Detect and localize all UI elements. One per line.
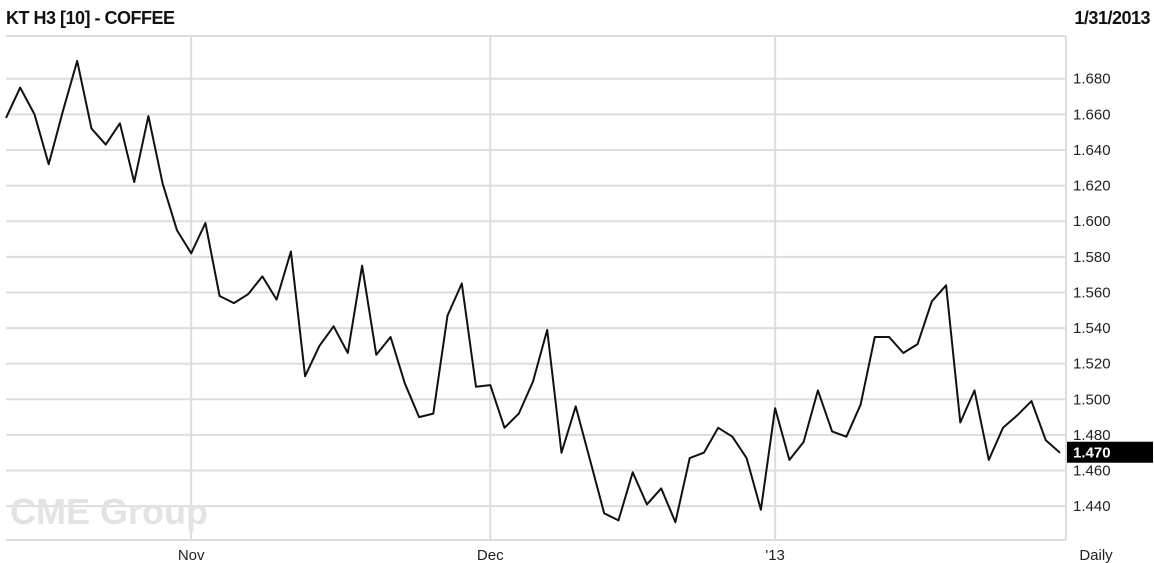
y-tick-label: 1.500 <box>1073 391 1111 408</box>
last-value-box <box>1067 441 1153 463</box>
x-tick-label: '13 <box>765 547 785 563</box>
price-line <box>5 59 1061 524</box>
y-tick-label: 1.640 <box>1073 142 1111 159</box>
x-tick-label: Nov <box>178 547 205 563</box>
y-axis: 1.440 1.460 1.480 1.500 1.520 1.540 1.560 1.580… <box>1073 71 1111 515</box>
y-tick-label: 1.440 <box>1073 498 1111 515</box>
last-value-label: 1.470 <box>1073 445 1111 462</box>
y-tick-label: 1.540 <box>1073 320 1111 337</box>
y-tick-label: 1.520 <box>1073 356 1111 373</box>
price-series <box>5 59 1061 524</box>
watermark-logo: CME Group <box>10 491 208 532</box>
last-value-marker: 1.470 <box>1067 441 1153 463</box>
chart-date: 1/31/2013 <box>1074 8 1150 28</box>
y-tick-label: 1.560 <box>1073 284 1111 301</box>
grid-lines <box>6 35 1067 541</box>
x-tick-label: Dec <box>477 547 504 563</box>
y-tick-label: 1.480 <box>1073 427 1111 444</box>
y-tick-label: 1.660 <box>1073 106 1111 123</box>
y-tick-label: 1.620 <box>1073 178 1111 195</box>
y-tick-label: 1.580 <box>1073 249 1111 266</box>
y-tick-label: 1.680 <box>1073 71 1111 88</box>
y-tick-label: 1.600 <box>1073 213 1111 230</box>
y-tick-label: 1.460 <box>1073 463 1111 480</box>
chart-title: KT H3 [10] - COFFEE <box>6 8 175 28</box>
x-axis: Nov Dec '13 Daily <box>178 547 1113 563</box>
period-label: Daily <box>1079 547 1113 563</box>
